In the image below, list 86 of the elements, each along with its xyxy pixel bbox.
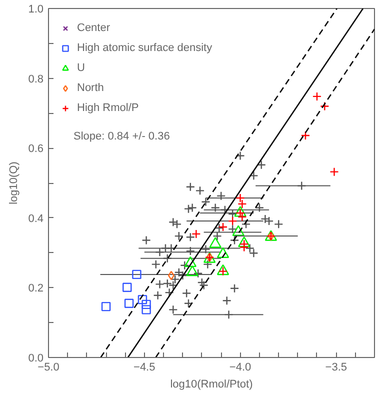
point bbox=[142, 305, 151, 314]
x-axis-title: log10(Rmol/Ptot) bbox=[170, 378, 253, 390]
point bbox=[164, 288, 174, 298]
point bbox=[155, 280, 164, 289]
point bbox=[142, 300, 151, 310]
point bbox=[180, 260, 190, 270]
point bbox=[197, 278, 207, 288]
point bbox=[254, 203, 264, 212]
x-tick-label: −4.0 bbox=[229, 362, 252, 374]
y-tick-label: 1.0 bbox=[28, 4, 44, 16]
point bbox=[300, 130, 310, 140]
point bbox=[249, 248, 258, 258]
y-tick-label: 0.4 bbox=[28, 212, 44, 225]
y-tick-label: 0.8 bbox=[28, 73, 44, 86]
point bbox=[142, 236, 151, 245]
point bbox=[228, 209, 238, 219]
point bbox=[312, 92, 322, 102]
point bbox=[214, 223, 224, 233]
legend-label: U bbox=[77, 62, 86, 74]
point bbox=[184, 298, 194, 308]
point bbox=[240, 242, 249, 252]
point bbox=[228, 224, 238, 234]
legend-label: High atomic surface density bbox=[77, 42, 212, 54]
point bbox=[218, 266, 228, 276]
point bbox=[201, 197, 210, 206]
point bbox=[172, 220, 182, 229]
point bbox=[186, 232, 196, 242]
x-tick-label: −3.5 bbox=[325, 362, 348, 374]
point bbox=[210, 203, 220, 212]
point bbox=[186, 182, 196, 192]
point bbox=[168, 217, 178, 227]
point bbox=[228, 216, 238, 226]
point bbox=[330, 167, 339, 176]
point bbox=[264, 216, 274, 226]
legend-label: North bbox=[77, 82, 104, 94]
legend-label: High Rmol/P bbox=[77, 102, 139, 114]
point bbox=[138, 294, 148, 304]
point bbox=[199, 280, 208, 290]
annotation: Slope: 0.84 +/- 0.36 bbox=[74, 130, 170, 142]
point bbox=[184, 204, 194, 214]
point bbox=[222, 296, 232, 306]
point bbox=[182, 288, 192, 298]
y-tick-label: 0.0 bbox=[28, 352, 44, 364]
point bbox=[216, 191, 226, 201]
point bbox=[241, 220, 251, 229]
point bbox=[230, 236, 240, 245]
point bbox=[153, 290, 162, 300]
point bbox=[236, 151, 245, 160]
point bbox=[192, 229, 201, 239]
point bbox=[224, 310, 234, 320]
legend-label: Center bbox=[77, 22, 110, 34]
point bbox=[256, 160, 266, 170]
point bbox=[168, 270, 174, 280]
point bbox=[220, 205, 230, 214]
point bbox=[122, 282, 132, 292]
point bbox=[124, 298, 134, 308]
point bbox=[162, 254, 172, 263]
y-tick-label: 0.2 bbox=[28, 282, 44, 295]
point bbox=[178, 270, 188, 280]
point bbox=[101, 302, 111, 312]
point bbox=[230, 284, 240, 293]
point bbox=[245, 244, 254, 253]
point bbox=[236, 193, 245, 203]
point bbox=[174, 231, 184, 241]
point bbox=[186, 246, 196, 256]
point bbox=[274, 220, 284, 229]
x-tick-label: −5.0 bbox=[38, 362, 60, 374]
point bbox=[238, 199, 247, 209]
point bbox=[218, 222, 228, 232]
point bbox=[320, 102, 330, 111]
point bbox=[162, 278, 172, 288]
y-axis-title: log10(Q) bbox=[8, 162, 20, 204]
point bbox=[132, 270, 142, 280]
point bbox=[201, 244, 210, 254]
point bbox=[216, 264, 230, 276]
point bbox=[203, 260, 212, 269]
point bbox=[297, 181, 306, 190]
x-tick-label: −4.5 bbox=[134, 362, 156, 374]
point bbox=[184, 256, 197, 268]
y-tick-label: 0.6 bbox=[28, 143, 44, 156]
point bbox=[212, 231, 222, 241]
point bbox=[166, 244, 176, 253]
point bbox=[249, 171, 258, 180]
point bbox=[151, 260, 160, 269]
point bbox=[195, 186, 205, 196]
point bbox=[193, 268, 203, 278]
